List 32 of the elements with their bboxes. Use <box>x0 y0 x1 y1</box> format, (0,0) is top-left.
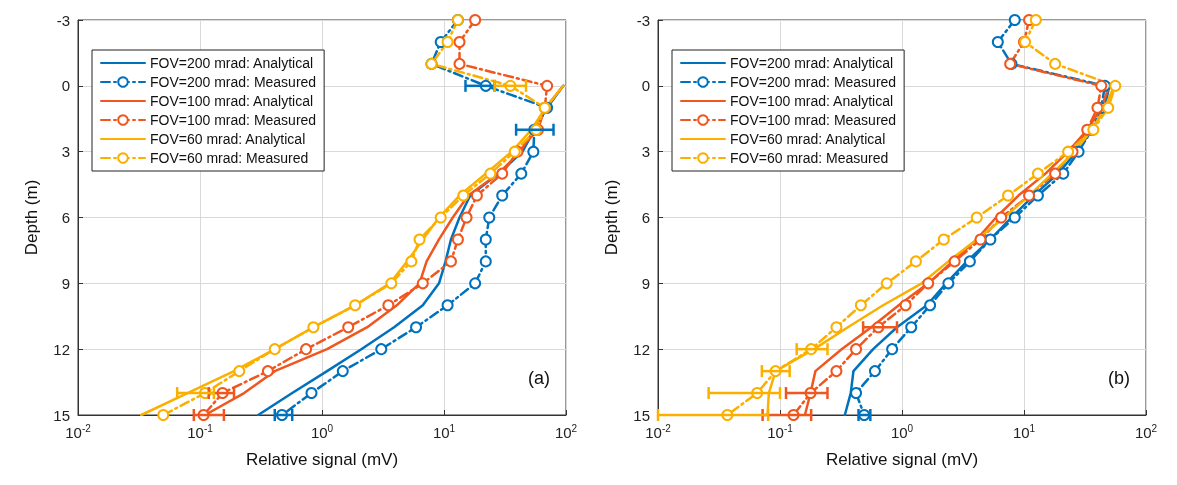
y-tick-label: 9 <box>61 274 70 292</box>
y-axis-title: Depth (m) <box>22 179 41 256</box>
y-tick-label: 6 <box>641 209 650 226</box>
legend-label: FOV=200 mrad: Analytical <box>150 55 314 71</box>
legend-label: FOV=60 mrad: Analytical <box>730 131 886 147</box>
y-tick-label: -3 <box>56 11 70 29</box>
legend-label: FOV=60 mrad: Analytical <box>150 131 306 147</box>
x-axis-title: Relative signal (mV) <box>245 450 399 469</box>
annotation: (a) <box>528 368 550 388</box>
legend-label: FOV=200 mrad: Measured <box>150 74 317 90</box>
x-axis-title: Relative signal (mV) <box>825 450 979 469</box>
legend-label: FOV=60 mrad: Measured <box>730 150 889 166</box>
y-axis-title: Depth (m) <box>602 179 621 256</box>
legend-label: FOV=200 mrad: Measured <box>730 74 897 90</box>
y-tick-label: 3 <box>641 143 650 161</box>
y-tick-label: 15 <box>53 406 70 424</box>
legend-label: FOV=200 mrad: Analytical <box>730 55 894 71</box>
y-tick-label: 0 <box>641 77 650 95</box>
y-tick-label: 0 <box>61 77 70 95</box>
legend-label: FOV=100 mrad: Measured <box>730 112 897 128</box>
y-tick-label: 3 <box>61 143 70 161</box>
legend-label: FOV=100 mrad: Analytical <box>730 93 894 109</box>
y-tick-label: 15 <box>633 406 650 424</box>
y-tick-label: -3 <box>636 11 650 29</box>
legend-label: FOV=60 mrad: Measured <box>150 150 309 166</box>
legend-label: FOV=100 mrad: Analytical <box>150 93 314 109</box>
y-tick-label: 12 <box>633 340 650 358</box>
legend-label: FOV=100 mrad: Measured <box>150 112 317 128</box>
annotation: (b) <box>1108 368 1130 388</box>
y-tick-label: 12 <box>53 340 70 358</box>
y-tick-label: 6 <box>61 209 70 226</box>
y-tick-label: 9 <box>641 274 650 292</box>
